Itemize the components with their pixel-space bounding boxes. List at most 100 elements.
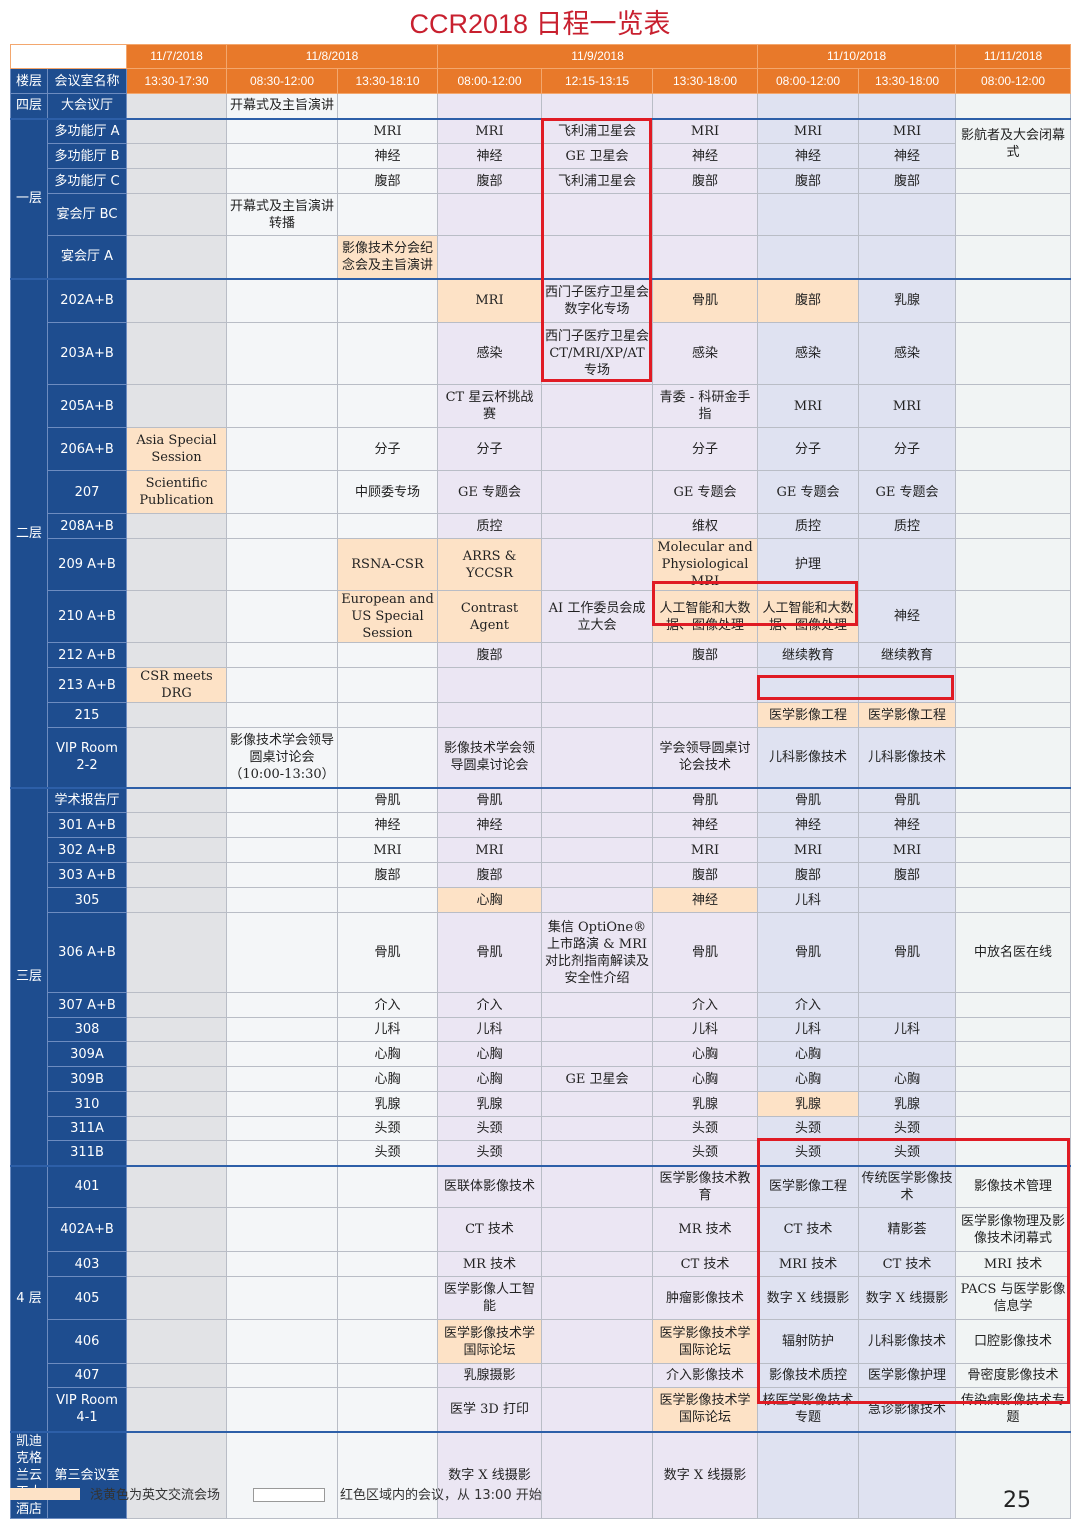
session-cell: 感染	[757, 322, 860, 385]
empty-cell	[955, 667, 1072, 703]
table-row: 多功能厅 B 神经 神经 GE 卫星会 神经 神经 神经	[11, 143, 1071, 169]
session-cell: MRI	[858, 117, 957, 144]
session-cell: 介入	[337, 992, 438, 1018]
empty-cell	[337, 322, 438, 385]
empty-cell	[226, 1140, 338, 1166]
session-cell: CT 技术	[757, 1207, 860, 1252]
room-name: 311B	[47, 1140, 127, 1166]
empty-cell	[226, 384, 338, 428]
empty-cell	[337, 277, 438, 323]
header-date: 11/10/2018	[757, 44, 957, 69]
session-cell: 乳腺	[757, 1091, 860, 1117]
session-cell: 西门子医疗卫星会 CT/MRI/XP/AT 专场	[541, 322, 653, 385]
empty-cell	[226, 322, 338, 385]
room-name: 302 A+B	[47, 837, 127, 863]
empty-cell	[126, 786, 227, 813]
session-cell: 医学影像物理及影像技术闭幕式	[955, 1207, 1072, 1252]
room-name: 209 A+B	[47, 538, 127, 591]
session-cell: 神经	[337, 812, 438, 838]
empty-cell	[337, 513, 438, 539]
room-name: 402A+B	[47, 1207, 127, 1252]
table-row: 305 心胸 神经 儿科	[11, 887, 1072, 913]
room-name: 210 A+B	[47, 590, 127, 643]
session-cell: 介入	[651, 992, 759, 1018]
empty-cell	[226, 143, 338, 169]
session-cell: 骨肌	[437, 786, 542, 813]
table-row: 309B 心胸 心胸 GE 卫星会 心胸 心胸 心胸	[11, 1066, 1072, 1092]
empty-cell	[955, 1140, 1072, 1166]
table-row: 四层 大会议厅 开幕式及主旨演讲	[10, 93, 1072, 119]
session-cell: 骨肌	[858, 786, 957, 813]
empty-cell	[541, 642, 653, 668]
empty-cell	[337, 1164, 438, 1208]
session-cell: 心胸	[651, 1041, 759, 1067]
room-name: 309B	[47, 1066, 127, 1092]
empty-cell	[126, 143, 227, 169]
header-floor-label: 楼层	[10, 68, 48, 94]
empty-cell	[858, 93, 957, 119]
session-cell: MR 技术	[651, 1207, 759, 1252]
session-cell: MRI	[651, 837, 759, 863]
session-cell: 西门子医疗卫星会数字化专场	[541, 277, 653, 323]
session-cell: 神经	[858, 143, 957, 169]
session-cell: Asia Special Session	[126, 427, 227, 471]
session-cell: 影像技术学会领导圆桌讨论会	[437, 727, 542, 788]
empty-cell	[226, 642, 338, 668]
empty-cell	[437, 193, 542, 236]
session-cell: 骨肌	[858, 912, 957, 993]
session-cell: 继续教育	[757, 642, 860, 668]
empty-cell	[226, 235, 338, 279]
table-row: 405 医学影像人工智能 肿瘤影像技术 数字 X 线摄影 数字 X 线摄影 PACS 与医…	[11, 1276, 1072, 1320]
empty-cell	[126, 642, 227, 668]
empty-cell	[651, 193, 759, 236]
table-row: 310 乳腺 乳腺 乳腺 乳腺 乳腺	[11, 1091, 1072, 1117]
empty-cell	[226, 1017, 338, 1042]
session-cell: 骨肌	[651, 912, 759, 993]
room-name: 206A+B	[47, 427, 127, 471]
session-cell: 护理	[757, 538, 860, 591]
table-row: 311B 头颈 头颈 头颈 头颈 头颈	[11, 1140, 1072, 1166]
session-cell: PACS 与医学影像信息学	[955, 1276, 1072, 1320]
floor-label: 四层	[10, 93, 48, 119]
header-date: 11/8/2018	[226, 44, 438, 69]
room-name: 311A	[47, 1116, 127, 1141]
session-cell: MRI	[337, 117, 438, 144]
empty-cell	[226, 837, 338, 863]
session-cell: 心胸	[337, 1041, 438, 1067]
table-row: 4 层 401 医联体影像技术 医学影像技术教育 医学影像工程 传统医学影像技术 影像技术管…	[10, 1164, 1072, 1432]
session-cell: 头颈	[858, 1140, 957, 1166]
empty-cell	[541, 1207, 653, 1252]
session-cell: 儿科影像技术	[757, 727, 860, 788]
header-date: 11/9/2018	[436, 44, 759, 69]
empty-cell	[541, 235, 653, 279]
session-cell: 腹部	[757, 168, 860, 194]
floor-label: 凯迪克格兰云天大酒店	[10, 1430, 48, 1519]
empty-cell	[955, 786, 1072, 813]
session-cell: 分子	[337, 427, 438, 471]
session-cell: 头颈	[651, 1140, 759, 1166]
session-cell: 心胸	[337, 1066, 438, 1092]
empty-cell	[337, 1387, 438, 1432]
empty-cell	[955, 1116, 1072, 1141]
session-cell: 医学影像技术学国际论坛	[651, 1387, 759, 1432]
empty-cell	[226, 1430, 338, 1519]
empty-cell	[541, 513, 653, 539]
table-row: 403 MR 技术 CT 技术 MRI 技术 CT 技术 MRI 技术	[11, 1251, 1072, 1277]
header-time-slot: 08:00-12:00	[757, 68, 860, 94]
session-cell: MRI	[651, 117, 759, 144]
session-cell: 感染	[651, 322, 759, 385]
room-name: 401	[47, 1164, 127, 1208]
empty-cell	[541, 1091, 653, 1117]
room-name: 203A+B	[47, 322, 127, 385]
empty-cell	[757, 93, 860, 119]
table-row: 215 医学影像工程 医学影像工程	[11, 702, 1072, 728]
session-cell: CT 技术	[437, 1207, 542, 1252]
empty-cell	[955, 193, 1072, 236]
empty-cell	[226, 470, 338, 514]
empty-cell	[126, 1363, 227, 1388]
empty-cell	[226, 1164, 338, 1208]
session-cell: 传统医学影像技术	[858, 1164, 957, 1208]
empty-cell	[126, 1207, 227, 1252]
empty-cell	[437, 702, 542, 728]
empty-cell	[955, 384, 1072, 428]
